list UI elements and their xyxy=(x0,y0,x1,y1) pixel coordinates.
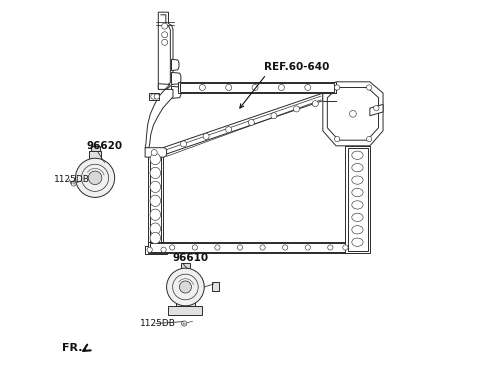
Ellipse shape xyxy=(352,176,363,184)
Ellipse shape xyxy=(352,163,363,172)
Bar xyxy=(348,148,368,251)
Circle shape xyxy=(162,23,168,29)
Polygon shape xyxy=(171,86,181,99)
Circle shape xyxy=(271,113,277,119)
Circle shape xyxy=(367,85,372,90)
Circle shape xyxy=(199,84,205,91)
Polygon shape xyxy=(323,82,383,146)
Bar xyxy=(150,150,161,244)
Ellipse shape xyxy=(352,188,363,197)
Polygon shape xyxy=(171,59,179,71)
Ellipse shape xyxy=(150,209,161,220)
Circle shape xyxy=(88,171,102,185)
Polygon shape xyxy=(171,73,181,84)
Circle shape xyxy=(260,245,265,250)
Text: REF.60-640: REF.60-640 xyxy=(264,62,330,73)
Ellipse shape xyxy=(150,195,161,206)
Circle shape xyxy=(180,281,192,293)
Circle shape xyxy=(151,94,156,99)
Ellipse shape xyxy=(352,151,363,159)
Polygon shape xyxy=(149,93,159,100)
Ellipse shape xyxy=(352,201,363,209)
Circle shape xyxy=(367,136,372,142)
Polygon shape xyxy=(163,93,323,155)
Bar xyxy=(180,83,334,92)
Circle shape xyxy=(343,245,348,250)
Polygon shape xyxy=(158,12,173,89)
Circle shape xyxy=(203,133,209,139)
Circle shape xyxy=(154,94,159,99)
Circle shape xyxy=(192,245,197,250)
Ellipse shape xyxy=(352,238,363,246)
Bar xyxy=(212,282,219,291)
Ellipse shape xyxy=(150,223,161,234)
Circle shape xyxy=(162,32,168,38)
Circle shape xyxy=(151,150,157,155)
Ellipse shape xyxy=(352,226,363,234)
Bar xyxy=(89,151,101,159)
Circle shape xyxy=(180,141,187,147)
Circle shape xyxy=(75,158,115,197)
Bar xyxy=(148,148,163,246)
Circle shape xyxy=(181,321,187,326)
Text: 1125DB: 1125DB xyxy=(54,175,90,184)
Circle shape xyxy=(71,181,76,186)
Circle shape xyxy=(226,126,232,133)
Circle shape xyxy=(252,84,258,91)
Bar xyxy=(150,243,359,252)
Bar xyxy=(181,263,190,269)
Circle shape xyxy=(238,245,242,250)
Circle shape xyxy=(305,245,311,250)
Circle shape xyxy=(305,84,311,91)
Circle shape xyxy=(169,245,175,250)
Text: FR.: FR. xyxy=(62,343,83,353)
Ellipse shape xyxy=(150,181,161,193)
Circle shape xyxy=(349,110,356,117)
Circle shape xyxy=(283,245,288,250)
Bar xyxy=(178,82,336,93)
Circle shape xyxy=(373,105,379,111)
Bar xyxy=(176,296,195,306)
Ellipse shape xyxy=(150,167,161,178)
Bar xyxy=(145,246,167,254)
Ellipse shape xyxy=(352,213,363,222)
Text: 1125DB: 1125DB xyxy=(140,319,176,328)
Circle shape xyxy=(162,39,168,45)
Text: 96610: 96610 xyxy=(172,253,208,263)
Bar xyxy=(346,146,370,253)
Circle shape xyxy=(147,247,152,253)
Circle shape xyxy=(167,268,204,306)
Circle shape xyxy=(335,85,340,90)
Bar xyxy=(148,242,360,253)
Polygon shape xyxy=(370,104,383,116)
Circle shape xyxy=(312,100,318,107)
Text: 96620: 96620 xyxy=(87,141,123,151)
Bar xyxy=(168,306,203,315)
Ellipse shape xyxy=(150,153,161,165)
Ellipse shape xyxy=(150,232,161,244)
Circle shape xyxy=(335,136,340,142)
Circle shape xyxy=(215,245,220,250)
Circle shape xyxy=(226,84,232,91)
Circle shape xyxy=(248,120,254,126)
Bar xyxy=(91,146,99,152)
Polygon shape xyxy=(145,148,167,157)
Circle shape xyxy=(278,84,285,91)
Circle shape xyxy=(293,106,300,112)
Circle shape xyxy=(161,247,166,253)
Circle shape xyxy=(328,245,333,250)
Polygon shape xyxy=(145,84,173,148)
